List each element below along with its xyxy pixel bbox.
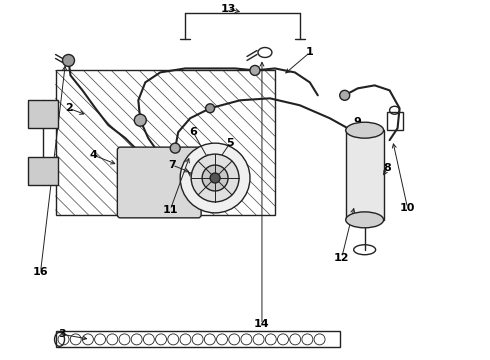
Ellipse shape bbox=[346, 122, 384, 138]
Text: 1: 1 bbox=[306, 48, 314, 58]
Ellipse shape bbox=[202, 165, 228, 191]
Text: 16: 16 bbox=[33, 267, 49, 276]
Bar bbox=[55, 332, 340, 347]
Text: 10: 10 bbox=[400, 203, 415, 213]
Text: 13: 13 bbox=[220, 4, 236, 14]
Ellipse shape bbox=[210, 173, 220, 183]
Ellipse shape bbox=[340, 90, 350, 100]
Text: 4: 4 bbox=[90, 150, 98, 160]
Bar bbox=[55, 71, 275, 215]
Bar bbox=[27, 100, 57, 128]
Text: 5: 5 bbox=[226, 138, 234, 148]
Text: 6: 6 bbox=[189, 127, 197, 137]
Text: 9: 9 bbox=[354, 117, 362, 127]
Ellipse shape bbox=[180, 143, 250, 213]
Bar bbox=[346, 130, 384, 220]
Ellipse shape bbox=[191, 154, 239, 202]
Text: 8: 8 bbox=[384, 163, 392, 173]
Bar bbox=[27, 157, 57, 185]
Ellipse shape bbox=[206, 104, 215, 113]
Bar bbox=[387, 112, 403, 130]
Text: 14: 14 bbox=[254, 319, 270, 329]
Text: 11: 11 bbox=[163, 205, 178, 215]
FancyBboxPatch shape bbox=[118, 147, 201, 218]
Text: 12: 12 bbox=[334, 253, 349, 263]
Text: 7: 7 bbox=[169, 160, 176, 170]
Ellipse shape bbox=[346, 212, 384, 228]
Text: 3: 3 bbox=[59, 329, 66, 339]
Ellipse shape bbox=[170, 143, 180, 153]
Ellipse shape bbox=[63, 54, 74, 67]
Ellipse shape bbox=[134, 114, 147, 126]
Ellipse shape bbox=[250, 66, 260, 75]
Text: 2: 2 bbox=[65, 103, 73, 113]
Text: 15: 15 bbox=[197, 180, 213, 190]
